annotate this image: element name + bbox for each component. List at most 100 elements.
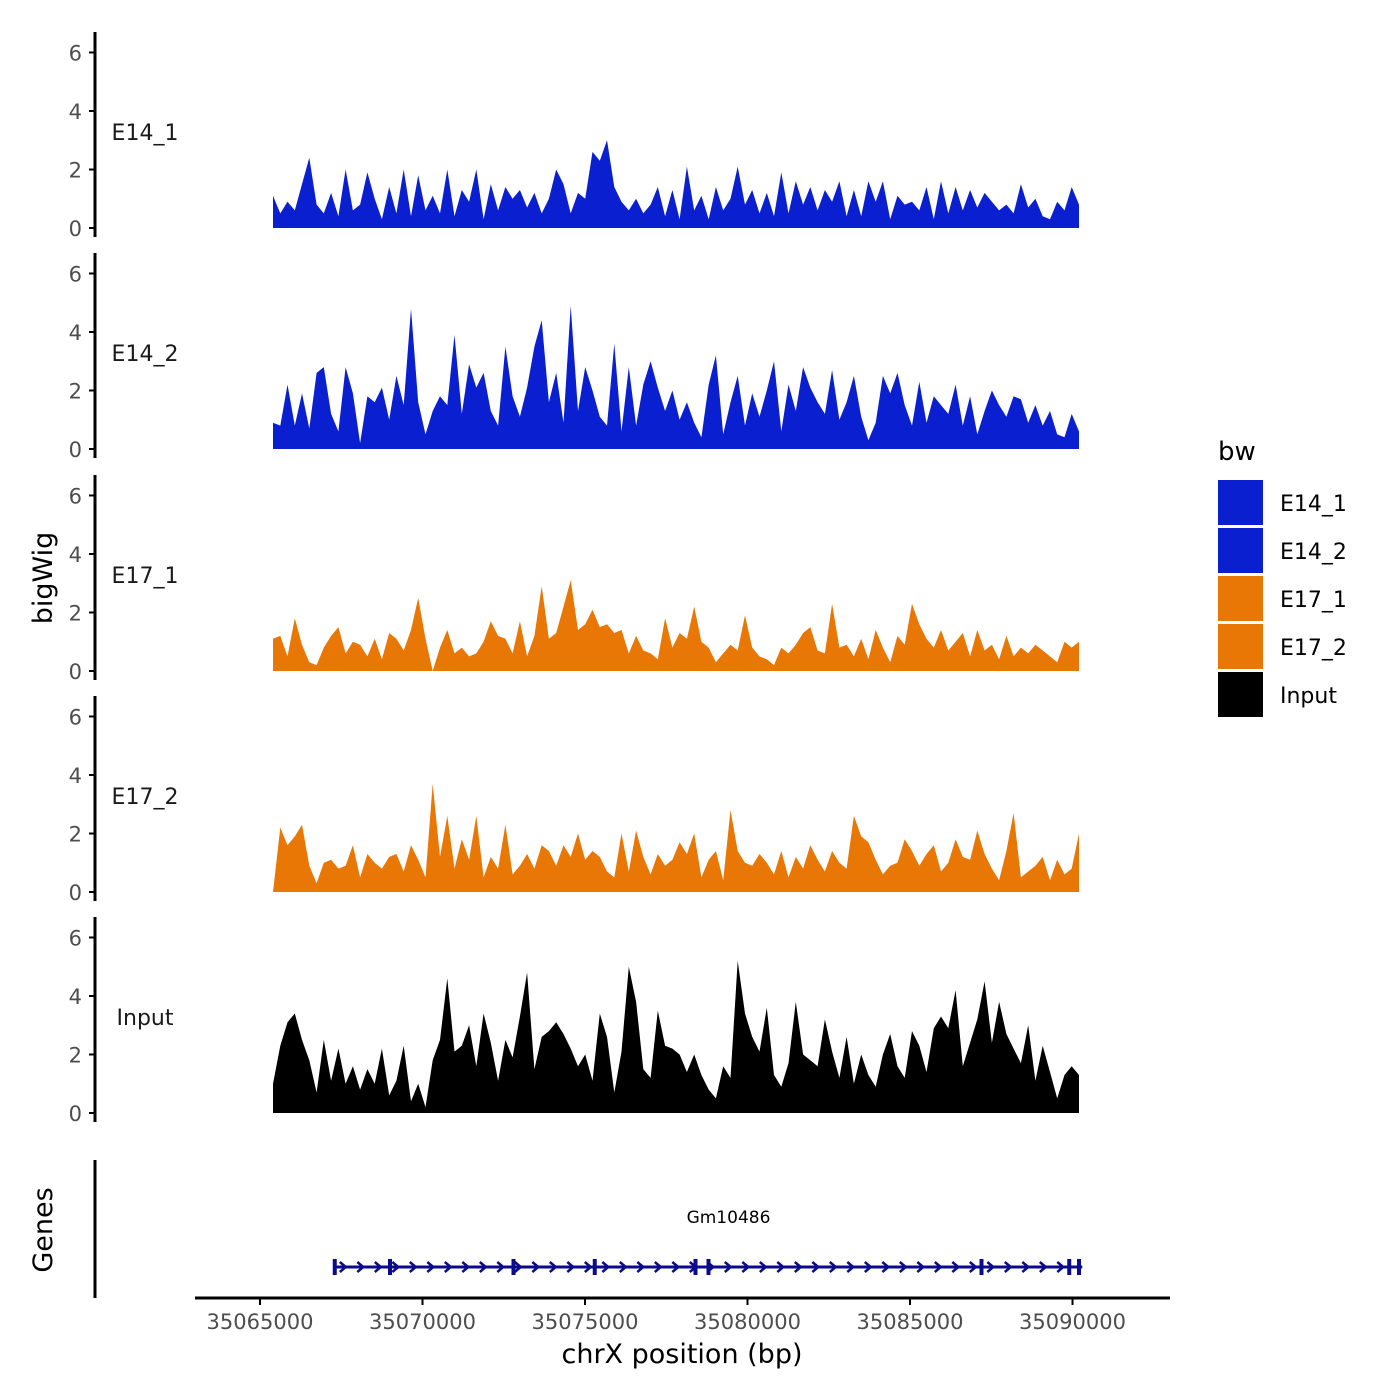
x-tick-label: 35065000 [207, 1310, 314, 1334]
y-tick-label: 4 [69, 764, 82, 788]
y-tick-label: 0 [69, 660, 82, 684]
strand-arrow [548, 1261, 558, 1273]
y-tick-label: 4 [69, 543, 82, 567]
strand-arrow [1021, 1261, 1031, 1273]
y-tick-label: 4 [69, 321, 82, 345]
x-tick-label: 35090000 [1019, 1310, 1126, 1334]
exon-mark [592, 1259, 597, 1275]
gene-name: Gm10486 [687, 1208, 771, 1228]
track-input: 0 2 4 6 Input [69, 917, 1079, 1126]
y-tick-label: 2 [69, 1043, 82, 1067]
exon-mark [706, 1259, 711, 1275]
y-tick-label: 0 [69, 217, 82, 241]
strand-arrow [1003, 1261, 1013, 1273]
legend-label: E14_2 [1280, 540, 1347, 565]
strand-arrow [513, 1261, 523, 1273]
track-label: E14_2 [112, 342, 179, 367]
track-e17-2: 0 2 4 6 E17_2 [69, 696, 1079, 905]
coverage-area-e14-2 [273, 305, 1079, 449]
coverage-area-input [273, 960, 1079, 1113]
legend: bw E14_1 E14_2 E17_1 E17_2 Input [1218, 437, 1347, 717]
exon-mark [1067, 1259, 1072, 1275]
track-label: E14_1 [112, 121, 179, 146]
strand-arrow [338, 1261, 348, 1273]
x-tick-label: 35085000 [857, 1310, 964, 1334]
y-tick-label: 0 [69, 881, 82, 905]
y-tick-label: 6 [69, 926, 82, 950]
coverage-area-e14-1 [273, 140, 1079, 228]
track-label: E17_1 [112, 564, 179, 589]
x-tick-label: 35080000 [694, 1310, 801, 1334]
coverage-area-e17-1 [273, 580, 1079, 671]
y-tick-label: 2 [69, 379, 82, 403]
legend-swatch [1218, 480, 1263, 525]
y-tick-label: 2 [69, 601, 82, 625]
coverage-area-e17-2 [273, 783, 1079, 892]
track-e14-2: 0 2 4 6 E14_2 [69, 253, 1079, 462]
legend-swatch [1218, 672, 1263, 717]
strand-arrow [986, 1261, 996, 1273]
legend-swatch [1218, 624, 1263, 669]
y-tick-label: 0 [69, 438, 82, 462]
track-label: Input [117, 1006, 174, 1031]
strand-arrow [1056, 1261, 1066, 1273]
strand-arrow [741, 1261, 751, 1273]
strand-arrow [356, 1261, 366, 1273]
legend-swatch [1218, 576, 1263, 621]
strand-arrow [496, 1261, 506, 1273]
strand-arrow [951, 1261, 961, 1273]
strand-arrow [846, 1261, 856, 1273]
y-tick-label: 6 [69, 705, 82, 729]
strand-arrow [426, 1261, 436, 1273]
strand-arrow [601, 1261, 611, 1273]
x-axis: 35065000 35070000 35075000 35080000 35085000… [195, 1296, 1170, 1334]
gene-track: Gm10486 [93, 1160, 1083, 1298]
legend-title: bw [1218, 437, 1256, 467]
strand-arrow [478, 1261, 488, 1273]
y-tick-label: 2 [69, 822, 82, 846]
strand-arrow [758, 1261, 768, 1273]
exon-mark [979, 1259, 984, 1275]
exon-mark [1077, 1259, 1081, 1275]
strand-arrow [793, 1261, 803, 1273]
legend-label: E17_2 [1280, 636, 1347, 661]
y-tick-label: 6 [69, 484, 82, 508]
gene-panel-title: Genes [28, 1187, 59, 1272]
strand-arrow [636, 1261, 646, 1273]
strand-arrow [811, 1261, 821, 1273]
strand-arrow [671, 1261, 681, 1273]
legend-label: Input [1280, 684, 1337, 709]
legend-label: E14_1 [1280, 492, 1347, 517]
strand-arrow [583, 1261, 593, 1273]
y-tick-label: 6 [69, 41, 82, 65]
strand-arrow [653, 1261, 663, 1273]
y-axis-title: bigWig [28, 532, 59, 625]
strand-arrow [443, 1261, 453, 1273]
track-e14-1: 0 2 4 6 E14_1 [69, 32, 1079, 241]
strand-arrow [408, 1261, 418, 1273]
exon-mark [388, 1259, 392, 1275]
strand-arrow [968, 1261, 978, 1273]
y-tick-label: 4 [69, 985, 82, 1009]
track-label: E17_2 [112, 785, 179, 810]
strand-arrow [531, 1261, 541, 1273]
legend-label: E17_1 [1280, 588, 1347, 613]
y-tick-label: 6 [69, 262, 82, 286]
legend-swatch [1218, 528, 1263, 573]
strand-arrow [566, 1261, 576, 1273]
strand-arrow [1038, 1261, 1048, 1273]
x-tick-label: 35075000 [532, 1310, 639, 1334]
y-tick-label: 0 [69, 1102, 82, 1126]
y-tick-label: 4 [69, 100, 82, 124]
strand-arrow [618, 1261, 628, 1273]
strand-arrow [776, 1261, 786, 1273]
track-e17-1: 0 2 4 6 E17_1 [69, 475, 1079, 684]
strand-arrow [461, 1261, 471, 1273]
strand-arrow [391, 1261, 401, 1273]
x-tick-label: 35070000 [369, 1310, 476, 1334]
exon-mark [511, 1259, 516, 1275]
strand-arrow [723, 1261, 733, 1273]
y-tick-label: 2 [69, 158, 82, 182]
coverage-tracks: 0 2 4 6 E14_1 0 2 4 6 E14_2 0 2 4 6 E17_1 0 2 4 6 E17_2 0 2 4 6… [69, 32, 1079, 1126]
